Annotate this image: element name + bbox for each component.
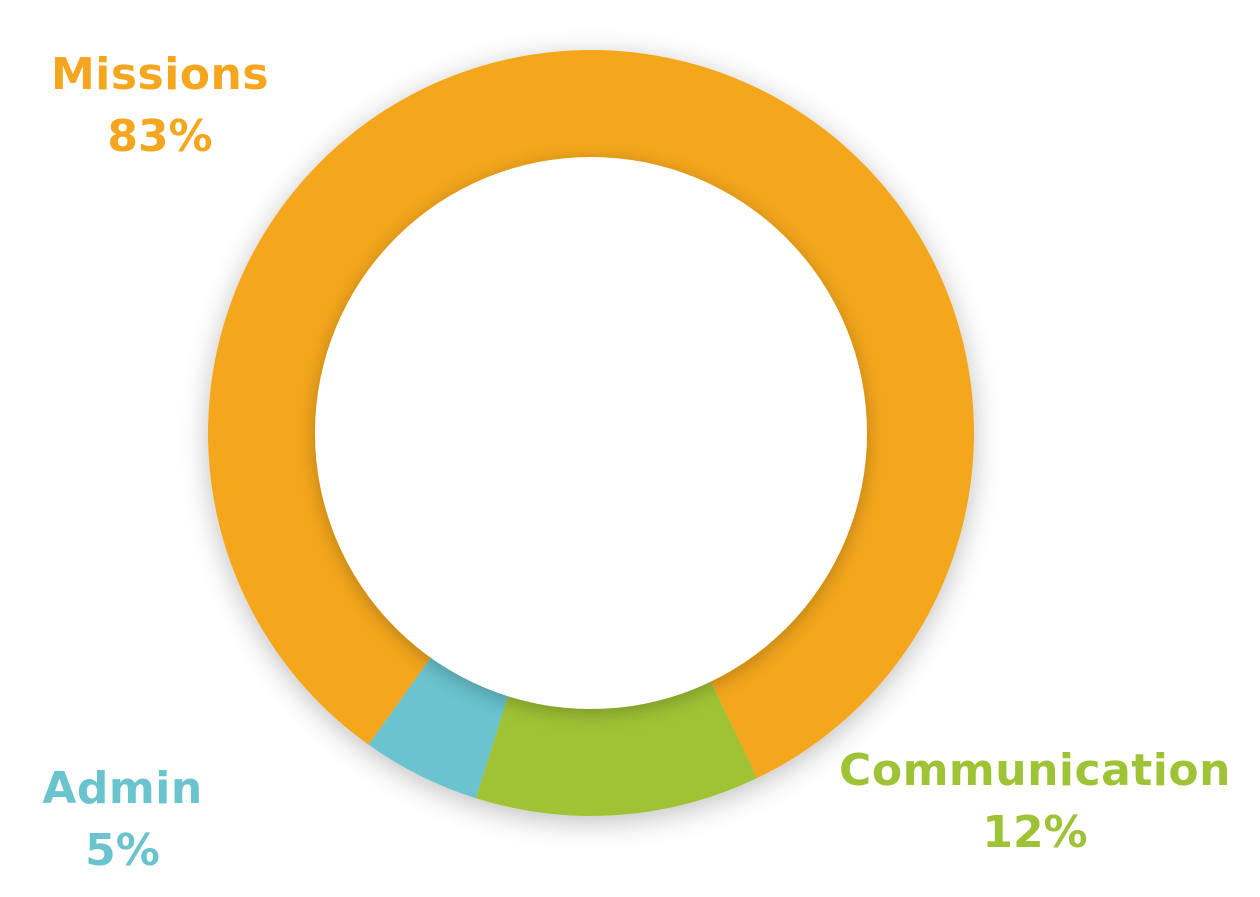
- slice-label-missions: Missions 83%: [40, 44, 280, 168]
- slice-label-admin: Admin 5%: [20, 758, 225, 882]
- slice-percent-communication: 12%: [982, 807, 1088, 858]
- slice-label-communication: Communication 12%: [835, 740, 1235, 864]
- slice-name-communication: Communication: [839, 745, 1231, 796]
- slice-percent-missions: 83%: [107, 111, 213, 162]
- slice-name-missions: Missions: [50, 49, 270, 100]
- slice-name-admin: Admin: [42, 763, 203, 814]
- slice-percent-admin: 5%: [85, 825, 160, 876]
- donut-hole: [315, 157, 867, 709]
